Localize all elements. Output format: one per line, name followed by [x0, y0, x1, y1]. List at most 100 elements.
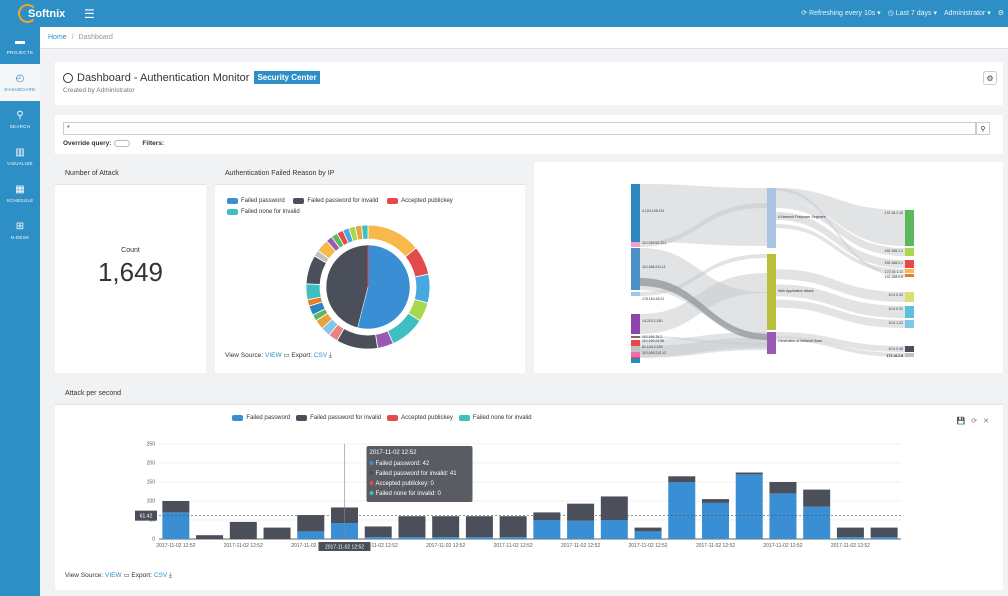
legend-item[interactable]: Failed password — [232, 415, 290, 421]
bar-segment — [162, 501, 190, 513]
bar-segment — [364, 526, 392, 538]
count-value: 1,649 — [97, 257, 164, 287]
sankey-node-target — [905, 292, 914, 302]
legend-item[interactable]: Failed password for invalid — [296, 415, 381, 421]
sankey-node-target — [905, 353, 914, 357]
stacked-bar-chart[interactable]: 0501001502002502017-11-02 12:522017-11-0… — [55, 382, 1003, 590]
bar-segment — [836, 527, 864, 538]
legend-label: Failed password — [246, 415, 291, 421]
sankey-link — [640, 254, 767, 296]
chart-icon: ▥ — [15, 147, 25, 158]
csv-link[interactable]: CSV — [153, 572, 168, 579]
sankey-link — [776, 299, 905, 328]
view-link[interactable]: VIEW — [105, 572, 122, 579]
sankey-link — [776, 284, 905, 318]
tooltip-row: Failed password: 42 — [376, 461, 430, 467]
sankey-link — [640, 343, 767, 357]
sankey-label-source: 110.169.24.56 — [642, 339, 664, 343]
search-button[interactable]: ⚲ — [976, 122, 990, 135]
bar-segment — [769, 493, 797, 539]
sankey-node-source — [631, 314, 640, 334]
bar-segment — [634, 527, 662, 532]
bar-segment — [499, 516, 527, 538]
sidebar-item-ndesk[interactable]: ⊞ N-DESK — [0, 212, 40, 249]
monitor-icon: ▭ — [123, 572, 130, 579]
bar-segment — [196, 535, 224, 539]
legend-item[interactable]: Accepted publickey — [387, 198, 453, 204]
sankey-label-target: 10.0.0.22 — [888, 293, 903, 297]
x-tick-label: 2017-11-02 12:52 — [831, 543, 870, 549]
breadcrumb-home[interactable]: Home — [48, 34, 67, 41]
bar-segment — [735, 472, 763, 475]
legend-item[interactable]: Failed password — [227, 198, 285, 204]
legend-item[interactable]: Failed none for invalid — [227, 209, 300, 215]
sankey-panel: 4.124.128.131 110.169.64.201 110.168.211.1… — [534, 162, 1003, 373]
bar-segment — [432, 516, 460, 538]
bar-segment — [229, 521, 257, 539]
sidebar-item-schedule[interactable]: ▦ SCHEDULE — [0, 175, 40, 212]
legend-label: Accepted publickey — [401, 415, 453, 421]
view-link[interactable]: VIEW — [265, 352, 282, 359]
refresh-icon[interactable]: ⟳ — [971, 418, 978, 425]
logo-text: Softnix — [28, 7, 66, 20]
export-label: Export: — [131, 572, 152, 579]
csv-link[interactable]: CSV — [313, 352, 328, 359]
legend-item[interactable]: Failed password for invalid — [293, 198, 378, 204]
dashboard-settings-button[interactable]: ⚙ — [983, 71, 997, 85]
close-icon[interactable]: ✕ — [983, 418, 989, 425]
pie-slice-outer — [336, 328, 379, 350]
x-tick-label: 2017-11-02 12:52 — [696, 543, 735, 549]
refresh-dropdown[interactable]: ⟳ Refreshing every 10s ▾ — [801, 10, 881, 17]
legend-swatch — [293, 198, 305, 204]
sankey-node-target — [905, 260, 914, 268]
x-tick-label: 2017-11-02 12:52 — [224, 543, 263, 549]
sidebar-item-projects[interactable]: ▬ PROJECTS — [0, 27, 40, 64]
sankey-node-source — [631, 336, 640, 338]
sidebar-item-search[interactable]: ⚲ SEARCH — [0, 101, 40, 138]
settings-icon[interactable]: ⚙ — [997, 10, 1004, 17]
sankey-node-source — [631, 358, 640, 363]
auth-failed-reason-panel: Authentication Failed Reason by IP Faile… — [215, 162, 525, 373]
sankey-label-source: 110.169.64.201 — [642, 241, 666, 245]
sankey-node-target — [905, 306, 914, 318]
sankey-label-target: 172.16.1.10 — [885, 211, 904, 215]
pie-slice-outer — [305, 283, 322, 301]
y-tick-label: 150 — [147, 480, 156, 486]
legend-item[interactable]: Failed none for invalid — [458, 415, 532, 421]
sidebar-item-label: PROJECTS — [6, 50, 34, 55]
sidebar-item-dashboard[interactable]: ◴ DASHBOARD — [0, 64, 40, 101]
bar-segment — [735, 474, 763, 539]
bar-segment — [600, 520, 628, 539]
menu-toggle-icon[interactable]: ☰ — [84, 7, 95, 21]
bar-legend: Failed password Failed password for inva… — [55, 415, 715, 426]
legend-label: Failed password for invalid — [307, 198, 379, 204]
bar-segment — [836, 537, 864, 539]
donut-chart[interactable] — [303, 222, 433, 352]
logo[interactable]: Softnix — [18, 4, 65, 23]
bar-segment — [162, 512, 190, 539]
sankey-chart[interactable]: 4.124.128.131 110.169.64.201 110.168.211.1… — [534, 162, 1003, 373]
query-input[interactable] — [63, 122, 976, 135]
tooltip-dot — [369, 481, 374, 485]
top-bar: Softnix ☰ ⟳ Refreshing every 10s ▾ ◷ Las… — [0, 0, 1008, 27]
sidebar-item-visualize[interactable]: ▥ VISUALIZE — [0, 138, 40, 175]
override-toggle[interactable] — [114, 140, 131, 147]
bar-segment — [398, 516, 426, 538]
time-range-dropdown[interactable]: ◷ Last 7 days ▾ — [887, 10, 938, 17]
x-tick-label: 2017-11-02 12:52 — [763, 543, 802, 549]
bar-segment — [702, 499, 729, 503]
bar-segment — [870, 527, 898, 538]
bar-segment — [398, 537, 426, 539]
legend-item[interactable]: Accepted publickey — [387, 415, 453, 421]
sidebar: ▬ PROJECTS ◴ DASHBOARD ⚲ SEARCH ▥ VISUALIZE … — [0, 27, 40, 596]
x-tick-label: 2017-11-02 12:52 — [426, 543, 465, 549]
sankey-label-target: 192.168.1.2 — [885, 249, 904, 253]
save-icon[interactable]: 💾 — [956, 418, 966, 425]
bar-segment — [297, 515, 325, 532]
user-menu[interactable]: Administrator ▾ — [944, 10, 991, 17]
bar-segment — [668, 476, 696, 482]
created-by: Created by Administrator — [63, 87, 135, 94]
bar-segment — [870, 537, 898, 539]
dashboard-title-text: Dashboard - Authentication Monitor — [77, 71, 250, 84]
y-tick-label: 200 — [147, 461, 156, 467]
